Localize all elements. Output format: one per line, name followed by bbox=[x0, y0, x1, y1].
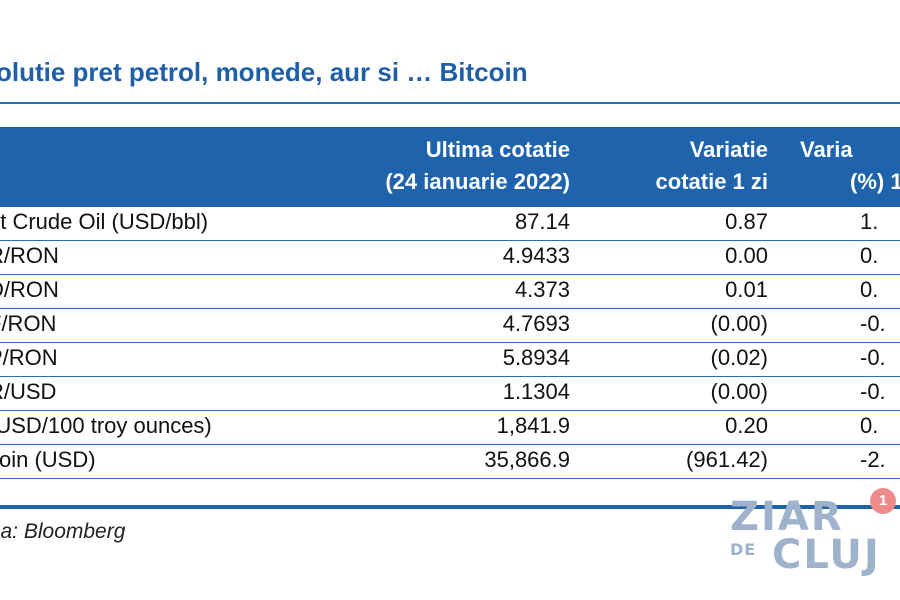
watermark-line2: DE bbox=[730, 540, 756, 559]
header-variation-line1: Variatie bbox=[560, 134, 768, 166]
table-row: nt Crude Oil (USD/bbl) 87.14 0.87 1. bbox=[0, 207, 900, 241]
row-variation-pct: 0. bbox=[860, 277, 900, 303]
row-variation-pct: -2. bbox=[860, 447, 900, 473]
row-last-quote: 4.7693 bbox=[360, 311, 570, 337]
watermark-logo: ZIAR DE CLUJ 1 bbox=[728, 494, 898, 594]
source-note: sa: Bloomberg bbox=[0, 520, 125, 544]
table-row: R/RON 4.9433 0.00 0. bbox=[0, 241, 900, 275]
page-title: olutie pret petrol, monede, aur si … Bit… bbox=[0, 57, 528, 88]
row-variation: 0.87 bbox=[560, 209, 768, 235]
row-variation: 0.01 bbox=[560, 277, 768, 303]
row-last-quote: 35,866.9 bbox=[360, 447, 570, 473]
row-variation-pct: 0. bbox=[860, 243, 900, 269]
table-row: D/RON 4.373 0.01 0. bbox=[0, 275, 900, 309]
row-name: (USD/100 troy ounces) bbox=[0, 413, 212, 439]
row-name: R/USD bbox=[0, 379, 56, 405]
header-last-quote-line2: (24 ianuarie 2022) bbox=[330, 166, 570, 198]
watermark-line3: CLUJ bbox=[772, 532, 881, 578]
row-variation-pct: 1. bbox=[860, 209, 900, 235]
table-row: (USD/100 troy ounces) 1,841.9 0.20 0. bbox=[0, 411, 900, 445]
row-variation-pct: -0. bbox=[860, 345, 900, 371]
row-last-quote: 4.373 bbox=[360, 277, 570, 303]
row-variation: 0.00 bbox=[560, 243, 768, 269]
row-variation-pct: 0. bbox=[860, 413, 900, 439]
row-variation: 0.20 bbox=[560, 413, 768, 439]
row-last-quote: 5.8934 bbox=[360, 345, 570, 371]
row-variation-pct: -0. bbox=[860, 311, 900, 337]
row-last-quote: 1.1304 bbox=[360, 379, 570, 405]
table-row: F/RON 4.7693 (0.00) -0. bbox=[0, 309, 900, 343]
table-row: P/RON 5.8934 (0.02) -0. bbox=[0, 343, 900, 377]
row-name: P/RON bbox=[0, 345, 58, 371]
row-variation: (961.42) bbox=[560, 447, 768, 473]
header-last-quote-line1: Ultima cotatie bbox=[330, 134, 570, 166]
row-name: nt Crude Oil (USD/bbl) bbox=[0, 209, 208, 235]
header-variation-pct: Varia (%) 1 bbox=[800, 134, 900, 198]
row-name: D/RON bbox=[0, 277, 59, 303]
header-variation-pct-line1: Varia bbox=[800, 134, 900, 166]
row-name: R/RON bbox=[0, 243, 59, 269]
header-variation-pct-line2: (%) 1 bbox=[800, 166, 900, 198]
row-last-quote: 87.14 bbox=[360, 209, 570, 235]
row-name: F/RON bbox=[0, 311, 56, 337]
row-last-quote: 1,841.9 bbox=[360, 413, 570, 439]
table-row: coin (USD) 35,866.9 (961.42) -2. bbox=[0, 445, 900, 479]
title-divider bbox=[0, 102, 900, 104]
header-variation-line2: cotatie 1 zi bbox=[560, 166, 768, 198]
row-name: coin (USD) bbox=[0, 447, 96, 473]
row-variation-pct: -0. bbox=[860, 379, 900, 405]
notification-badge: 1 bbox=[870, 488, 896, 514]
row-variation: (0.02) bbox=[560, 345, 768, 371]
row-variation: (0.00) bbox=[560, 311, 768, 337]
header-variation: Variatie cotatie 1 zi bbox=[560, 134, 768, 198]
row-variation: (0.00) bbox=[560, 379, 768, 405]
row-last-quote: 4.9433 bbox=[360, 243, 570, 269]
table-row: R/USD 1.1304 (0.00) -0. bbox=[0, 377, 900, 411]
header-last-quote: Ultima cotatie (24 ianuarie 2022) bbox=[330, 134, 570, 198]
